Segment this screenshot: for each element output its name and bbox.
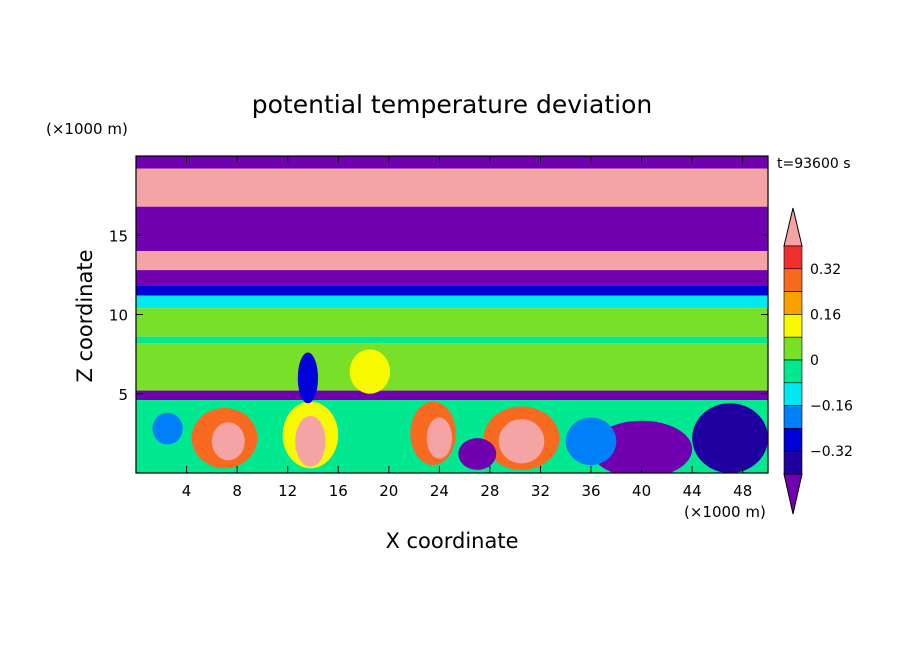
x-tick-label: 28 xyxy=(480,482,499,500)
colorbar-label: 0 xyxy=(810,353,819,369)
colorbar: 0.32 0.16 0 −0.16 −0.32 xyxy=(783,207,853,515)
field-feature-11 xyxy=(692,403,768,473)
colorbar-cell xyxy=(783,428,803,452)
field-band-5 xyxy=(136,285,768,296)
colorbar-cell xyxy=(783,314,803,338)
x-tick-label: 36 xyxy=(581,482,600,500)
field-band-8 xyxy=(136,336,768,344)
y-tick-label: 15 xyxy=(109,227,128,245)
colorbar-cell xyxy=(783,245,803,270)
x-tick-label: 32 xyxy=(531,482,550,500)
field-feature-1 xyxy=(211,422,245,461)
y-tick-label: 5 xyxy=(118,386,128,404)
colorbar-cell xyxy=(783,336,803,361)
field-feature-13 xyxy=(458,438,497,470)
field-band-0 xyxy=(136,156,768,169)
time-label: t=93600 s xyxy=(777,156,851,172)
field-band-4 xyxy=(136,270,768,286)
colorbar-bottom-arrow xyxy=(783,473,803,515)
x-axis-ticks: 4 8 12 16 20 24 28 32 36 40 44 48 xyxy=(182,156,752,500)
field-band-2 xyxy=(136,206,768,252)
colorbar-cell xyxy=(783,405,803,429)
colorbar-label: −0.32 xyxy=(810,444,853,460)
heatmap-field xyxy=(136,156,768,473)
field-feature-14 xyxy=(565,417,617,466)
field-band-10 xyxy=(136,390,768,401)
field-band-1 xyxy=(136,168,768,207)
field-band-7 xyxy=(136,308,768,337)
colorbar-cell xyxy=(783,450,803,475)
x-tick-label: 16 xyxy=(329,482,348,500)
field-feature-4 xyxy=(297,352,319,404)
colorbar-label: −0.16 xyxy=(810,399,853,415)
x-tick-label: 40 xyxy=(632,482,651,500)
field-feature-3 xyxy=(295,415,326,467)
x-tick-label: 4 xyxy=(182,482,192,500)
field-feature-7 xyxy=(426,417,452,459)
field-feature-9 xyxy=(498,419,545,464)
x-axis-label: X coordinate xyxy=(385,529,518,553)
colorbar-cell xyxy=(783,268,803,292)
y-tick-label: 10 xyxy=(109,307,128,325)
field-feature-5 xyxy=(349,349,391,394)
colorbar-label: 0.32 xyxy=(810,262,841,278)
colorbar-cell xyxy=(783,359,803,384)
colorbar-cell xyxy=(783,382,803,406)
x-unit-label: (×1000 m) xyxy=(684,503,766,521)
colorbar-cell xyxy=(783,291,803,315)
chart-title: potential temperature deviation xyxy=(252,90,652,119)
field-feature-10 xyxy=(591,420,693,473)
x-tick-label: 48 xyxy=(733,482,752,500)
field-band-3 xyxy=(136,251,768,271)
x-tick-label: 44 xyxy=(683,482,702,500)
x-tick-label: 12 xyxy=(278,482,297,500)
x-tick-label: 24 xyxy=(430,482,449,500)
y-axis-label: Z coordinate xyxy=(73,249,97,382)
field-feature-12 xyxy=(152,412,183,445)
colorbar-top-arrow xyxy=(783,207,803,247)
y-axis-ticks: 5 10 15 xyxy=(109,227,768,404)
colorbar-label: 0.16 xyxy=(810,307,841,323)
x-tick-label: 20 xyxy=(379,482,398,500)
y-unit-label: (×1000 m) xyxy=(46,120,128,138)
x-tick-label: 8 xyxy=(232,482,242,500)
field-band-6 xyxy=(136,295,768,309)
field-band-9 xyxy=(136,343,768,391)
